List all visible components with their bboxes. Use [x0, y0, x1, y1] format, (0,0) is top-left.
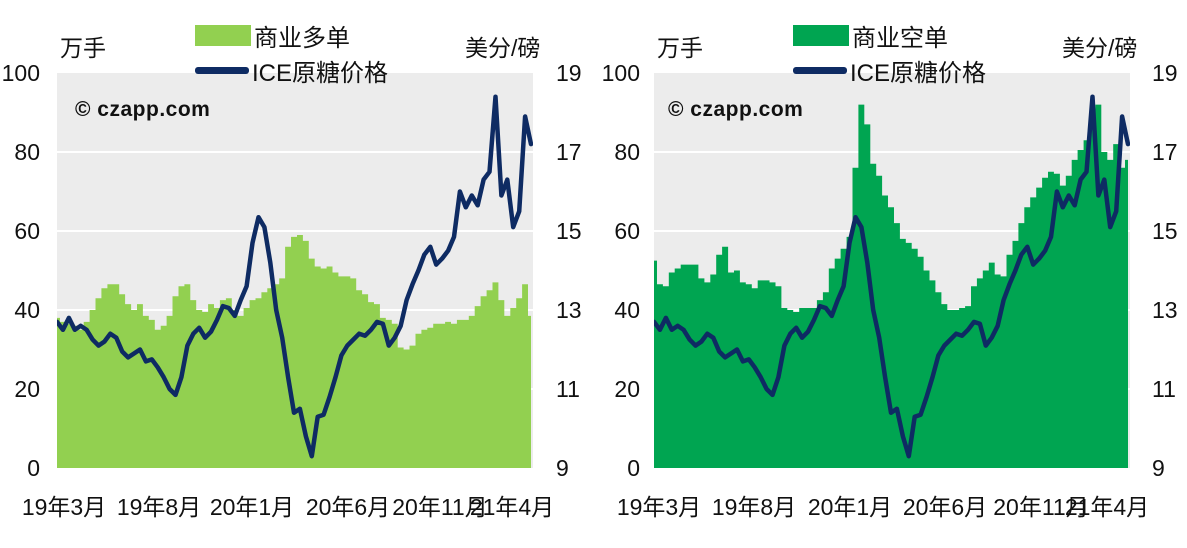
y-axis-right-tick: 19	[1152, 60, 1178, 86]
legend: 商业空单 ICE原糖价格	[793, 22, 986, 87]
y-axis-left-tick: 40	[614, 297, 640, 323]
legend-item-line: ICE原糖价格	[793, 57, 986, 87]
x-axis-tick: 19年8月	[116, 494, 202, 520]
watermark: © czapp.com	[75, 98, 211, 121]
area-series	[654, 104, 1128, 468]
y-axis-left-tick: 60	[614, 218, 640, 244]
x-axis-tick: 19年8月	[711, 494, 797, 520]
x-axis-tick: 20年1月	[209, 494, 295, 520]
y-axis-right-tick: 19	[556, 60, 582, 86]
legend-item-area: 商业多单	[195, 22, 388, 52]
y-axis-right-tick: 17	[556, 139, 582, 165]
x-axis-tick: 21年4月	[469, 494, 555, 520]
y-axis-right-tick: 11	[1152, 376, 1176, 402]
y-axis-right-tick: 13	[1152, 297, 1178, 323]
price-line-series	[57, 94, 533, 459]
legend: 商业多单 ICE原糖价格	[195, 22, 388, 87]
left-axis-unit-label: 万手	[657, 35, 703, 61]
legend-label-line: ICE原糖价格	[252, 59, 389, 87]
y-axis-right-tick: 15	[556, 218, 582, 244]
y-axis-left-tick: 80	[614, 139, 640, 165]
legend-item-area: 商业空单	[793, 22, 986, 52]
y-axis-left-tick: 80	[14, 139, 40, 165]
y-axis-right-tick: 9	[1152, 455, 1165, 481]
legend-label-area: 商业空单	[852, 24, 948, 52]
x-axis-tick: 20年6月	[902, 494, 988, 520]
y-axis-left-tick: 20	[14, 376, 40, 402]
x-axis-tick: 19年3月	[21, 494, 107, 520]
y-axis-left-tick: 100	[601, 60, 640, 86]
line-series-swatch	[793, 66, 847, 74]
x-axis-tick: 20年11月	[392, 494, 488, 520]
legend-label-area: 商业多单	[254, 24, 350, 52]
y-axis-left-tick: 0	[27, 455, 40, 481]
x-axis-tick: 19年3月	[616, 494, 702, 520]
right-axis-unit-label: 美分/磅	[1062, 35, 1138, 61]
area-series-swatch	[793, 24, 849, 46]
y-axis-left-tick: 100	[1, 60, 40, 86]
legend-label-line: ICE原糖价格	[850, 59, 987, 87]
y-axis-left-tick: 20	[614, 376, 640, 402]
y-axis-right-tick: 17	[1152, 139, 1178, 165]
x-axis-tick: 21年4月	[1064, 494, 1150, 520]
legend-item-line: ICE原糖价格	[195, 57, 388, 87]
right-axis-unit-label: 美分/磅	[465, 35, 541, 61]
y-axis-right-tick: 11	[556, 376, 580, 402]
y-axis-left-tick: 0	[627, 455, 640, 481]
y-axis-right-tick: 9	[556, 455, 569, 481]
y-axis-left-tick: 40	[14, 297, 40, 323]
y-axis-right-tick: 15	[1152, 218, 1178, 244]
area-series	[57, 235, 531, 468]
y-axis-left-tick: 60	[14, 218, 40, 244]
left-axis-unit-label: 万手	[60, 35, 106, 61]
plot-area	[57, 73, 533, 468]
line-series-swatch	[195, 66, 249, 74]
watermark: © czapp.com	[668, 98, 804, 121]
price-line-series	[654, 94, 1130, 459]
y-axis-right-tick: 13	[556, 297, 582, 323]
plot-area	[654, 73, 1130, 468]
x-axis-tick: 20年11月	[993, 494, 1089, 520]
x-axis-tick: 20年1月	[807, 494, 893, 520]
area-series-swatch	[195, 24, 251, 46]
x-axis-tick: 20年6月	[305, 494, 391, 520]
